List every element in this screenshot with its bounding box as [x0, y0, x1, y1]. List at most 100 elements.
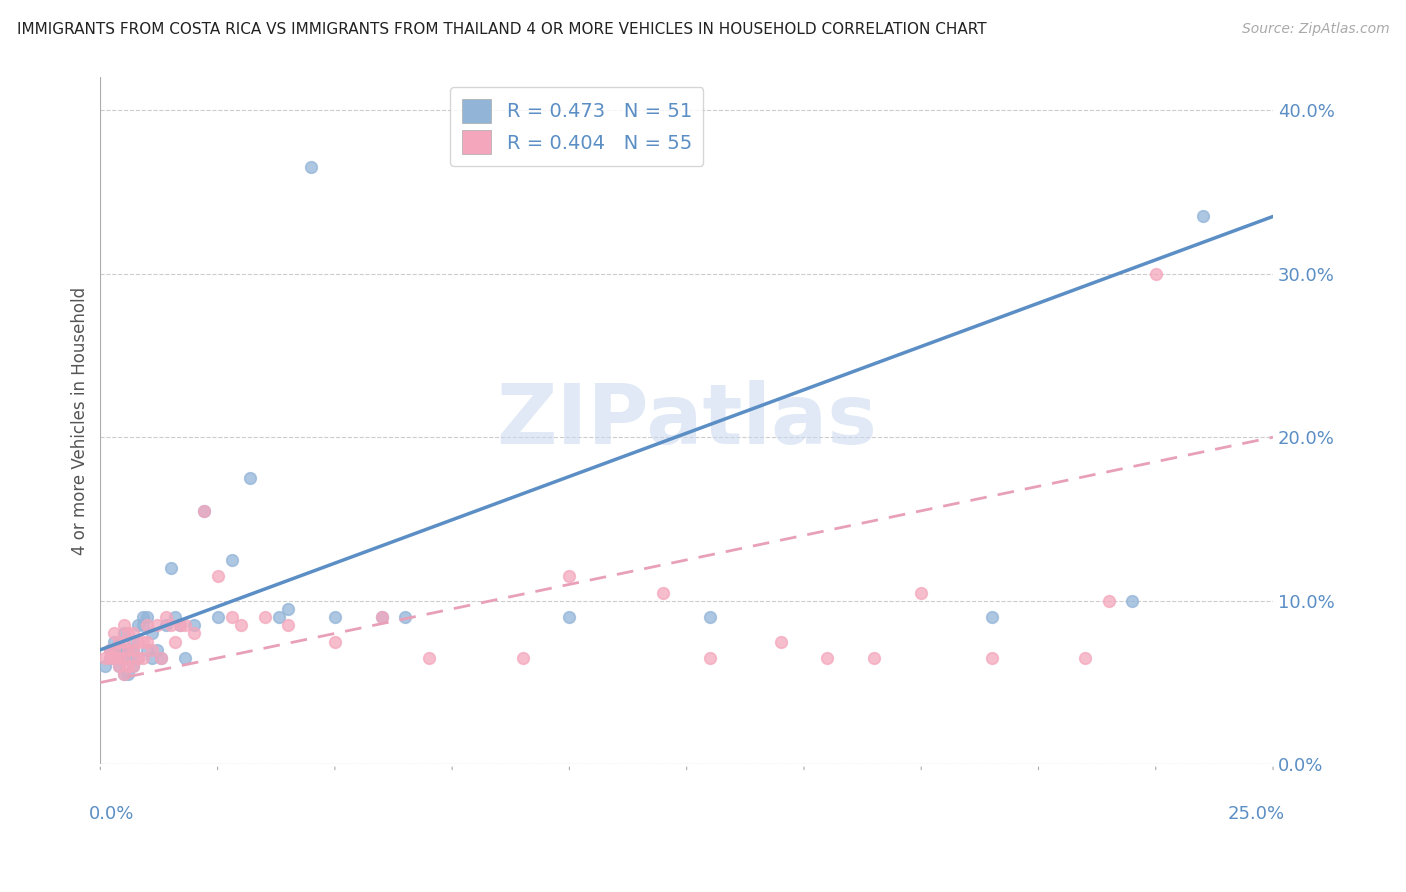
Point [229, 618, 252, 632]
Point [371, 610, 394, 624]
Point [150, 651, 173, 665]
Point [558, 569, 581, 583]
Point [103, 651, 125, 665]
Point [131, 618, 153, 632]
Text: ZIPatlas: ZIPatlas [496, 380, 877, 461]
Point [193, 504, 215, 518]
Point [131, 634, 153, 648]
Point [127, 651, 149, 665]
Point [221, 610, 243, 624]
Point [1144, 267, 1167, 281]
Point [141, 626, 163, 640]
Point [267, 610, 290, 624]
Text: 25.0%: 25.0% [1227, 805, 1285, 823]
Point [165, 610, 187, 624]
Point [98, 642, 121, 657]
Point [103, 651, 125, 665]
Point [277, 602, 299, 616]
Point [112, 634, 135, 648]
Point [169, 618, 191, 632]
Point [108, 651, 131, 665]
Point [183, 626, 205, 640]
Point [117, 626, 139, 640]
Point [122, 659, 145, 673]
Point [122, 634, 145, 648]
Point [652, 585, 675, 599]
Point [159, 618, 181, 632]
Point [394, 610, 416, 624]
Point [131, 651, 153, 665]
Point [207, 569, 229, 583]
Point [980, 610, 1002, 624]
Point [117, 659, 139, 673]
Point [98, 651, 121, 665]
Point [112, 667, 135, 681]
Point [103, 642, 125, 657]
Point [112, 618, 135, 632]
Point [512, 651, 534, 665]
Point [136, 642, 159, 657]
Point [193, 504, 215, 518]
Legend: R = 0.473   N = 51, R = 0.404   N = 55: R = 0.473 N = 51, R = 0.404 N = 55 [450, 87, 703, 166]
Point [253, 610, 276, 624]
Point [323, 610, 346, 624]
Point [769, 634, 792, 648]
Point [141, 651, 163, 665]
Point [910, 585, 932, 599]
Point [207, 610, 229, 624]
Point [117, 642, 139, 657]
Point [117, 651, 139, 665]
Point [108, 634, 131, 648]
Point [183, 618, 205, 632]
Point [1191, 210, 1213, 224]
Point [112, 651, 135, 665]
Point [122, 642, 145, 657]
Point [815, 651, 838, 665]
Point [131, 610, 153, 624]
Point [699, 610, 721, 624]
Point [221, 553, 243, 567]
Point [103, 634, 125, 648]
Point [1074, 651, 1097, 665]
Point [117, 642, 139, 657]
Y-axis label: 4 or more Vehicles in Household: 4 or more Vehicles in Household [72, 287, 89, 555]
Point [863, 651, 886, 665]
Point [103, 642, 125, 657]
Point [117, 667, 139, 681]
Point [980, 651, 1002, 665]
Point [1121, 593, 1143, 607]
Point [127, 618, 149, 632]
Point [98, 642, 121, 657]
Point [323, 634, 346, 648]
Point [301, 161, 323, 175]
Point [122, 642, 145, 657]
Point [558, 610, 581, 624]
Text: Source: ZipAtlas.com: Source: ZipAtlas.com [1241, 22, 1389, 37]
Point [145, 642, 167, 657]
Point [699, 651, 721, 665]
Point [150, 651, 173, 665]
Point [103, 626, 125, 640]
Point [145, 618, 167, 632]
Point [136, 610, 159, 624]
Text: 0.0%: 0.0% [89, 805, 134, 823]
Text: IMMIGRANTS FROM COSTA RICA VS IMMIGRANTS FROM THAILAND 4 OR MORE VEHICLES IN HOU: IMMIGRANTS FROM COSTA RICA VS IMMIGRANTS… [17, 22, 987, 37]
Point [108, 659, 131, 673]
Point [122, 659, 145, 673]
Point [239, 471, 262, 485]
Point [108, 634, 131, 648]
Point [371, 610, 394, 624]
Point [108, 659, 131, 673]
Point [122, 626, 145, 640]
Point [94, 659, 117, 673]
Point [108, 642, 131, 657]
Point [165, 634, 187, 648]
Point [173, 618, 195, 632]
Point [127, 651, 149, 665]
Point [108, 651, 131, 665]
Point [155, 610, 177, 624]
Point [127, 634, 149, 648]
Point [418, 651, 440, 665]
Point [94, 651, 117, 665]
Point [112, 651, 135, 665]
